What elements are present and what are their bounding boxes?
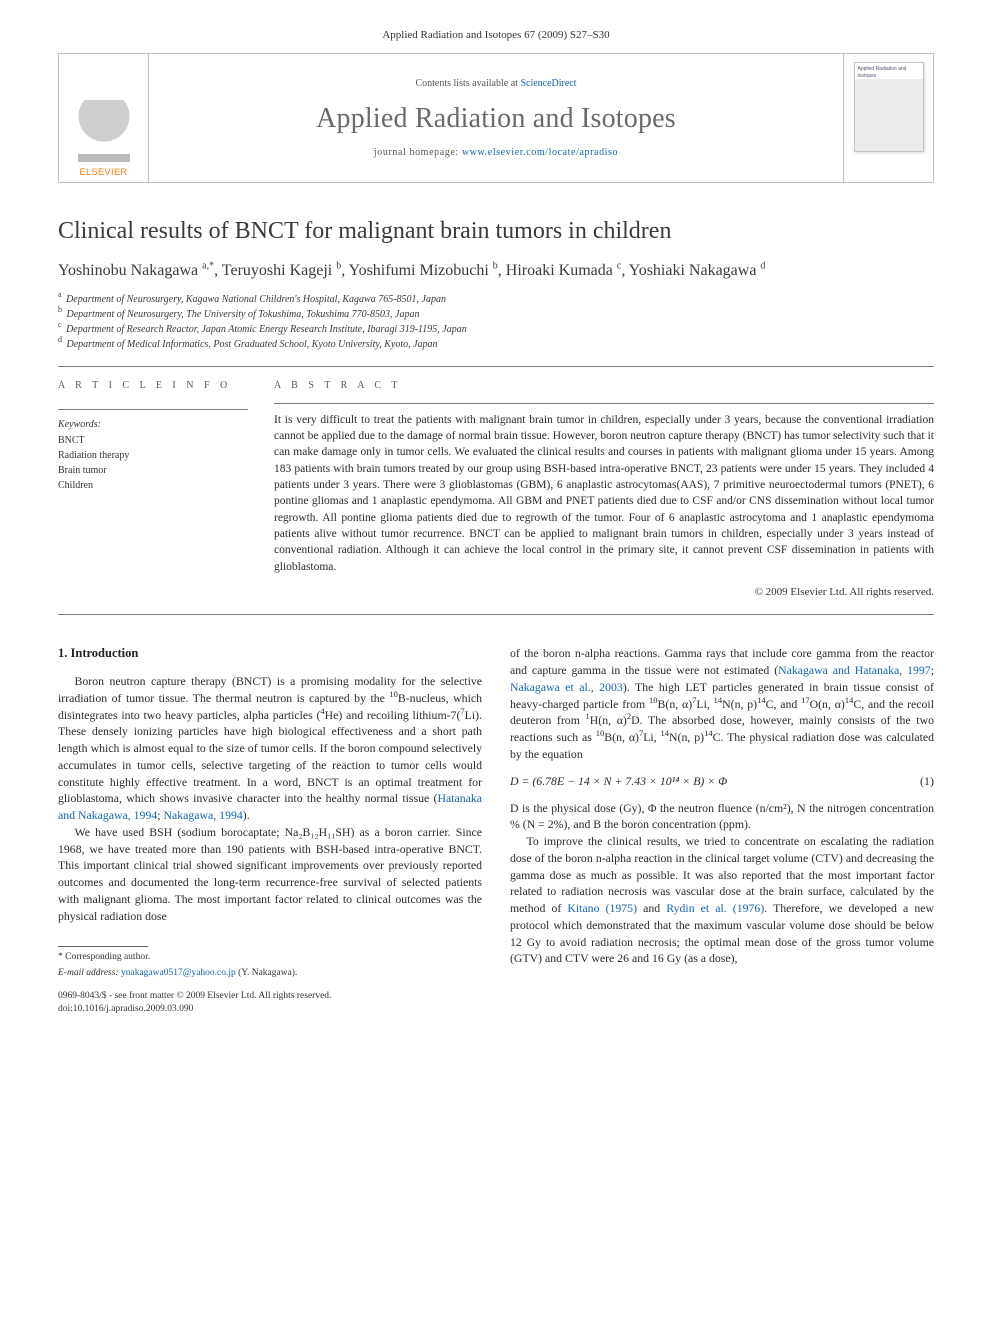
email-line: E-mail address: ynakagawa0517@yahoo.co.j…	[58, 967, 482, 980]
info-abstract-row: A R T I C L E I N F O Keywords: BNCTRadi…	[58, 367, 934, 615]
corresponding-author: * Corresponding author.	[58, 951, 482, 964]
citation-link[interactable]: Kitano (1975)	[567, 901, 637, 915]
elsevier-tree-icon	[78, 100, 130, 162]
article-info: A R T I C L E I N F O Keywords: BNCTRadi…	[58, 379, 248, 601]
affiliation: c Department of Research Reactor, Japan …	[58, 322, 934, 337]
cover-thumb-icon: Applied Radiation and Isotopes	[854, 62, 924, 152]
paragraph: We have used BSH (sodium borocaptate; Na…	[58, 824, 482, 925]
keyword: Children	[58, 478, 248, 493]
issn-doi: 0969-8043/$ - see front matter © 2009 El…	[58, 990, 482, 1016]
publisher-name: ELSEVIER	[79, 166, 127, 179]
contents-line: Contents lists available at ScienceDirec…	[415, 77, 576, 91]
publisher-logo: ELSEVIER	[59, 54, 149, 182]
citation-link[interactable]: Nakagawa and Hatanaka, 1997	[778, 663, 931, 677]
corresponding-footer: * Corresponding author. E-mail address: …	[58, 946, 482, 1016]
email-person: (Y. Nakagawa).	[238, 968, 297, 978]
info-rule	[58, 409, 248, 410]
authors: Yoshinobu Nakagawa a,*, Teruyoshi Kageji…	[58, 260, 934, 282]
masthead: ELSEVIER Contents lists available at Sci…	[58, 53, 934, 183]
paragraph: To improve the clinical results, we trie…	[510, 833, 934, 967]
citation-link[interactable]: Nakagawa et al., 2003	[510, 680, 623, 694]
abstract: A B S T R A C T It is very difficult to …	[274, 379, 934, 601]
abstract-body: It is very difficult to treat the patien…	[274, 412, 934, 575]
equation-body: D = (6.78E − 14 × N + 7.43 × 10¹⁴ × B) ×…	[510, 773, 727, 790]
text-run: D is the physical dose (Gy), Φ the neutr…	[510, 801, 934, 832]
abstract-copyright: © 2009 Elsevier Ltd. All rights reserved…	[274, 585, 934, 600]
doi-line: doi:10.1016/j.apradiso.2009.03.090	[58, 1004, 193, 1014]
paragraph: Boron neutron capture therapy (BNCT) is …	[58, 673, 482, 824]
footnote-rule	[58, 946, 148, 947]
journal-name: Applied Radiation and Isotopes	[316, 99, 676, 138]
text-run: ;	[931, 663, 934, 677]
affiliation: d Department of Medical Informatics, Pos…	[58, 337, 934, 352]
paragraph: of the boron n-alpha reactions. Gamma ra…	[510, 645, 934, 762]
keyword: Brain tumor	[58, 463, 248, 478]
keyword: Radiation therapy	[58, 448, 248, 463]
text-run: and	[637, 901, 666, 915]
equation-number: (1)	[920, 773, 934, 790]
affiliations: a Department of Neurosurgery, Kagawa Nat…	[58, 292, 934, 352]
journal-cover: Applied Radiation and Isotopes	[843, 54, 933, 182]
email-label: E-mail address:	[58, 968, 119, 978]
issn-line: 0969-8043/$ - see front matter © 2009 El…	[58, 991, 331, 1001]
citation-link[interactable]: Nakagawa, 1994	[164, 808, 243, 822]
keywords-label: Keywords:	[58, 418, 248, 432]
body-text: 1. Introduction Boron neutron capture th…	[58, 645, 934, 1016]
paragraph: D is the physical dose (Gy), Φ the neutr…	[510, 800, 934, 834]
keyword: BNCT	[58, 433, 248, 448]
article-info-heading: A R T I C L E I N F O	[58, 379, 248, 393]
running-head: Applied Radiation and Isotopes 67 (2009)…	[58, 28, 934, 43]
homepage-prefix: journal homepage:	[374, 147, 462, 158]
keywords-list: BNCTRadiation therapyBrain tumorChildren	[58, 433, 248, 493]
affiliation: a Department of Neurosurgery, Kagawa Nat…	[58, 292, 934, 307]
sciencedirect-link[interactable]: ScienceDirect	[520, 78, 576, 89]
homepage-line: journal homepage: www.elsevier.com/locat…	[374, 146, 618, 160]
text-run: Li). These densely ionizing particles ha…	[58, 708, 482, 806]
masthead-center: Contents lists available at ScienceDirec…	[149, 54, 843, 182]
citation-link[interactable]: Rydin et al. (1976)	[666, 901, 764, 915]
contents-prefix: Contents lists available at	[415, 78, 520, 89]
text-run: He) and recoiling lithium-7(	[325, 708, 461, 722]
homepage-link[interactable]: www.elsevier.com/locate/apradiso	[462, 147, 618, 158]
affiliation: b Department of Neurosurgery, The Univer…	[58, 307, 934, 322]
section-heading-1: 1. Introduction	[58, 645, 482, 663]
equation: D = (6.78E − 14 × N + 7.43 × 10¹⁴ × B) ×…	[510, 773, 934, 790]
article-title: Clinical results of BNCT for malignant b…	[58, 217, 934, 246]
rule-bottom	[58, 614, 934, 615]
abstract-rule	[274, 403, 934, 404]
text-run: ).	[243, 808, 250, 822]
abstract-heading: A B S T R A C T	[274, 379, 934, 393]
email-link[interactable]: ynakagawa0517@yahoo.co.jp	[121, 968, 236, 978]
